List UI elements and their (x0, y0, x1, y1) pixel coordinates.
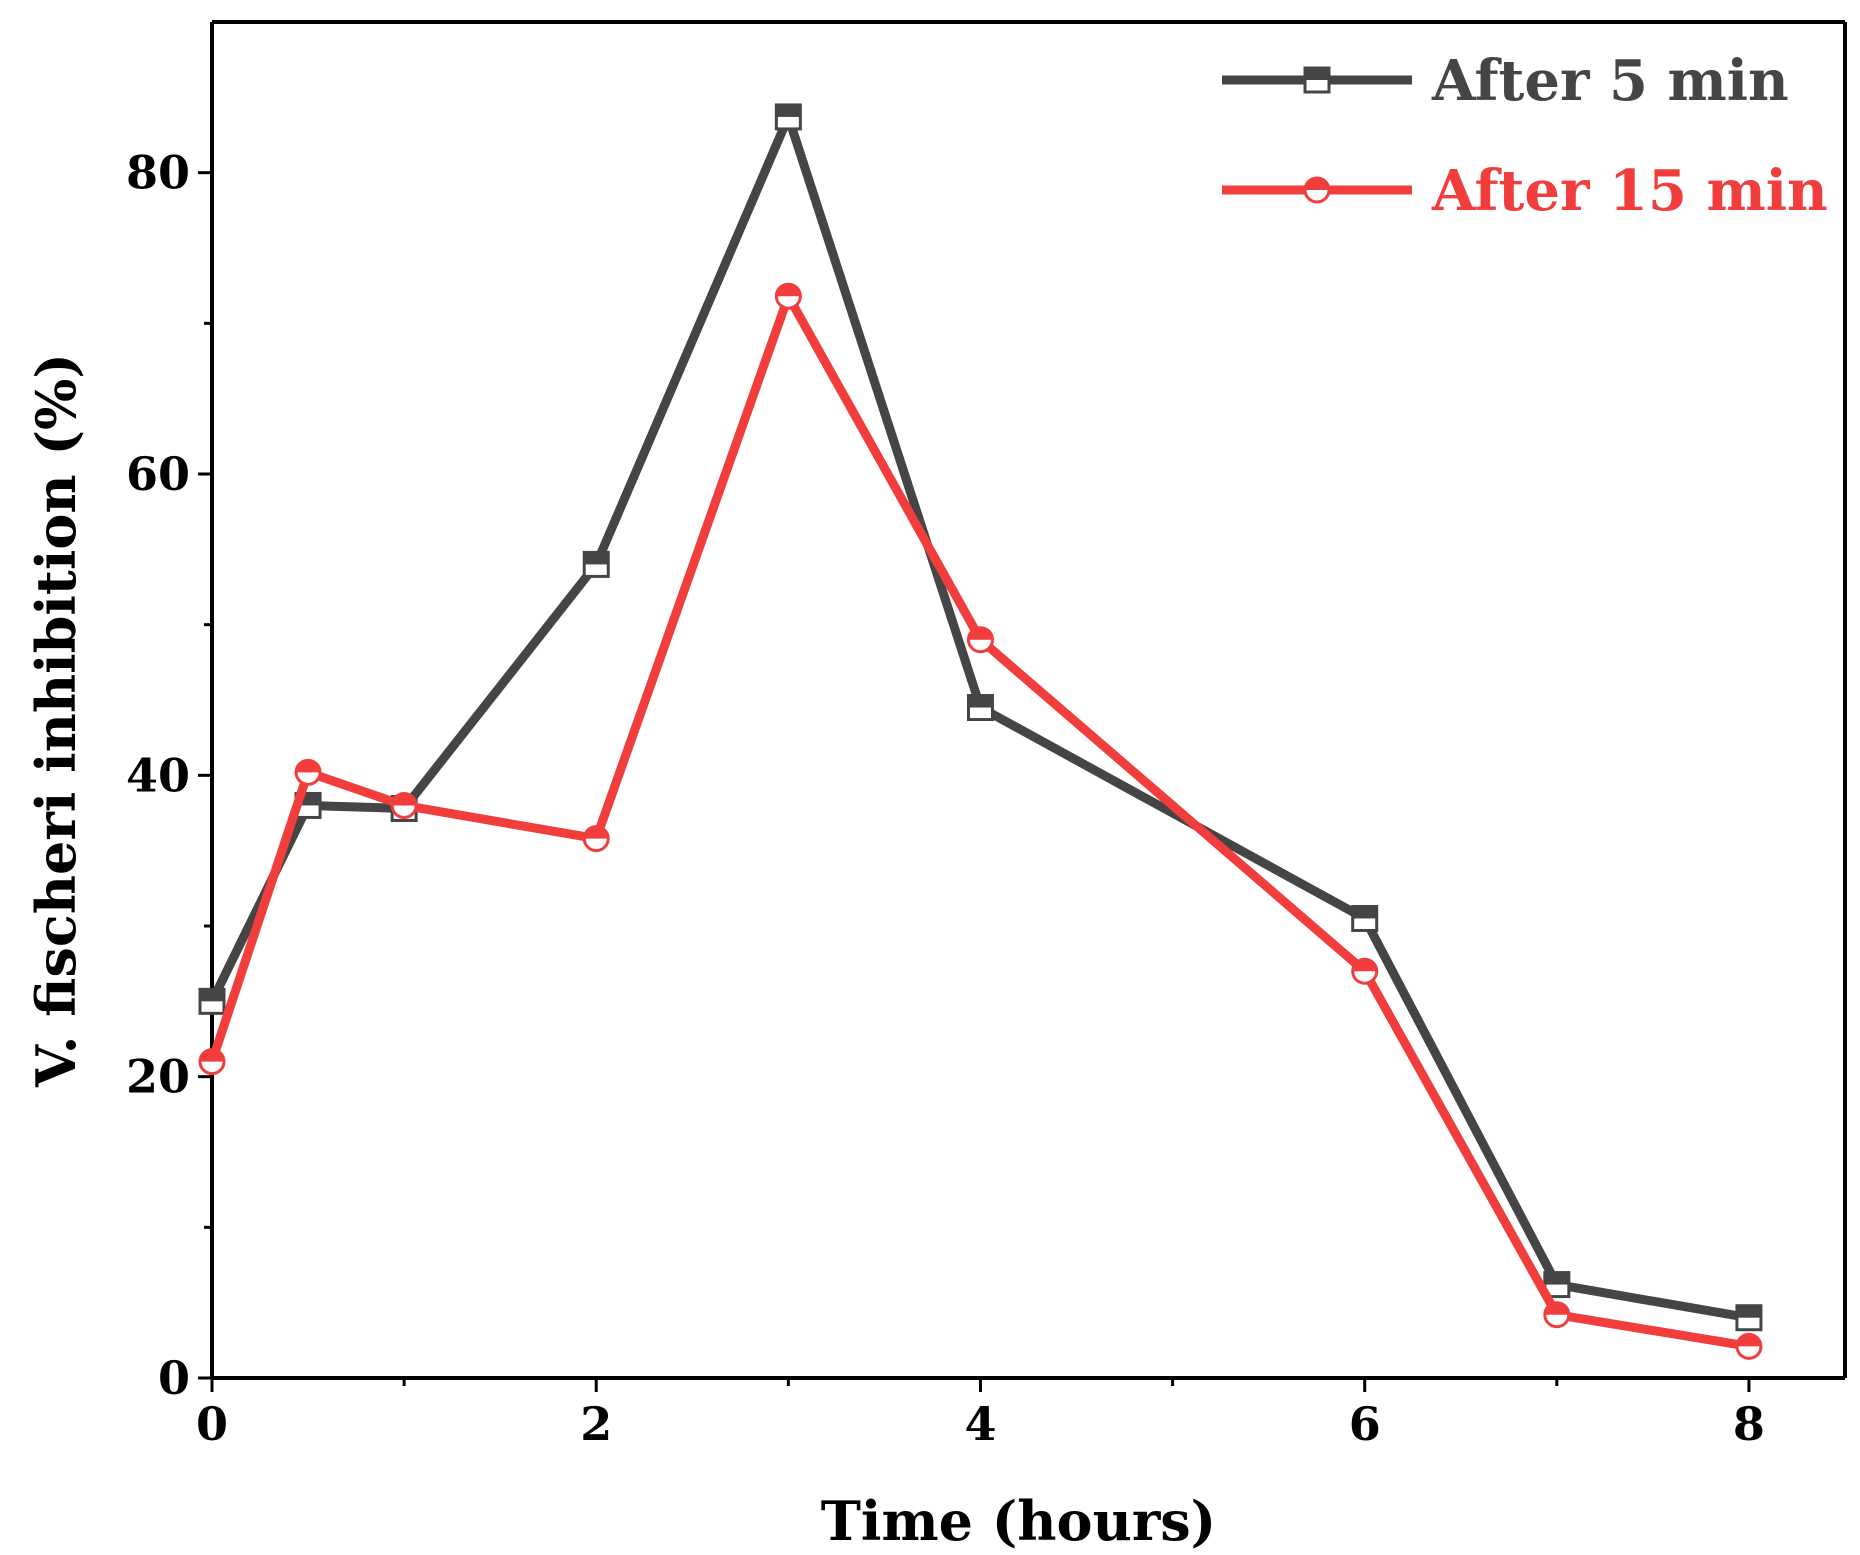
y-tick-label: 20 (126, 1050, 190, 1104)
marker-fill (1352, 959, 1377, 972)
data-point (1735, 1332, 1763, 1360)
axes (210, 20, 1847, 1380)
data-point (582, 550, 610, 578)
marker-fill (776, 284, 801, 297)
data-point (294, 758, 322, 786)
marker-fill (392, 793, 417, 806)
y-tick-label: 60 (126, 447, 190, 501)
marker-fill (1544, 1272, 1569, 1285)
marker-fill (200, 989, 224, 1002)
marker-fill (1544, 1302, 1569, 1315)
data-point (1351, 957, 1379, 985)
marker-fill (296, 760, 321, 773)
legend-item-2: After 15 min (1222, 158, 1828, 224)
marker-fill (584, 826, 609, 839)
marker-fill (584, 552, 609, 565)
marker-fill (1352, 906, 1377, 919)
legend-marker (1303, 176, 1331, 204)
y-tick-label: 0 (158, 1351, 190, 1405)
marker-fill (1305, 68, 1329, 80)
data-point (198, 1048, 226, 1076)
data-point (774, 103, 802, 131)
y-tick-label: 80 (126, 146, 190, 200)
series-1 (198, 103, 1763, 1332)
marker-fill (1736, 1334, 1761, 1347)
data-point (1735, 1304, 1763, 1332)
y-axis-title: V. fischeri inhibition (%) (24, 353, 88, 1088)
marker-fill (968, 627, 993, 640)
series-layer (198, 103, 1763, 1360)
data-point (582, 825, 610, 853)
marker-fill (776, 104, 801, 117)
marker-fill (200, 1049, 224, 1062)
legend-item-1: After 5 min (1222, 48, 1789, 114)
marker-fill (968, 695, 993, 708)
legend-label: After 5 min (1431, 48, 1789, 114)
data-point (774, 282, 802, 310)
marker-fill (1736, 1305, 1761, 1318)
series-2 (198, 282, 1763, 1360)
data-point (966, 626, 994, 654)
x-axis-title: Time (hours) (821, 1489, 1216, 1553)
x-tick-label: 6 (1349, 1397, 1381, 1451)
marker-fill (1305, 178, 1329, 190)
data-point (966, 694, 994, 722)
x-tick-label: 8 (1733, 1397, 1765, 1451)
data-point (390, 791, 418, 819)
data-point (1543, 1301, 1571, 1329)
x-tick-label: 4 (964, 1397, 996, 1451)
legend-marker (1303, 66, 1331, 94)
y-tick-label: 40 (126, 748, 190, 802)
legend: After 5 min After 15 min (1222, 48, 1828, 224)
series-line (207, 291, 1750, 1351)
data-point (198, 987, 226, 1015)
x-tick-label: 0 (196, 1397, 228, 1451)
x-tick-label: 2 (580, 1397, 612, 1451)
data-point (1351, 904, 1379, 932)
legend-label: After 15 min (1431, 158, 1828, 224)
